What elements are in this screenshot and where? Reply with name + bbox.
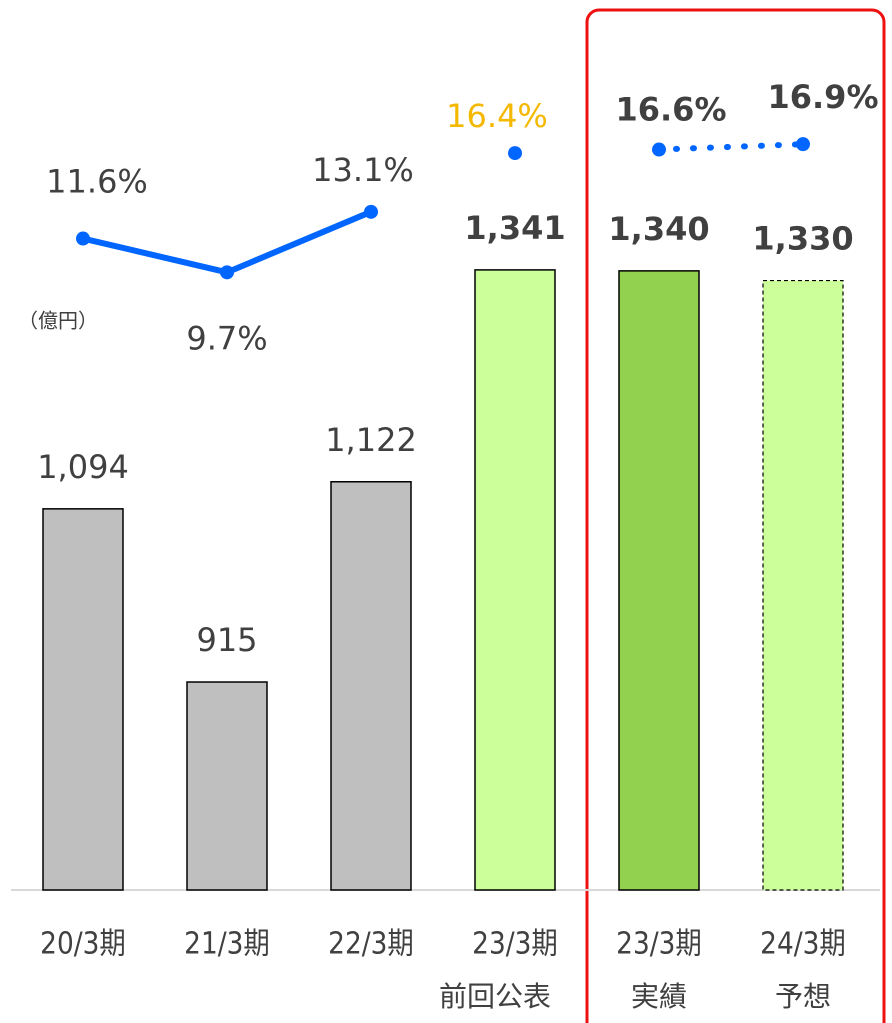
- highlight-box: [585, 8, 886, 1023]
- bar-value-label: 915: [196, 621, 257, 659]
- x-tick-label: 23/3期: [472, 926, 558, 961]
- line-value-label: 16.9%: [767, 78, 878, 116]
- x-tick-sublabel: 予想: [775, 980, 831, 1013]
- x-tick-sublabel: 実績: [631, 980, 687, 1013]
- line-value-label: 13.1%: [312, 151, 414, 189]
- line-value-label: 11.6%: [46, 163, 148, 201]
- x-tick-label: 21/3期: [184, 926, 270, 961]
- bar: [42, 508, 124, 891]
- line-value-label: 16.6%: [615, 91, 726, 129]
- bar: [474, 269, 556, 891]
- bar: [762, 279, 844, 891]
- line-point: [220, 265, 234, 280]
- bar-value-label: 1,094: [37, 448, 129, 486]
- bar: [330, 481, 412, 891]
- unit-label: （億円）: [18, 309, 98, 333]
- x-tick-label: 24/3期: [760, 926, 846, 961]
- bar: [618, 270, 700, 891]
- bar-value-label: 1,340: [608, 210, 709, 248]
- line-point: [796, 137, 810, 152]
- x-tick-sublabel: 前回公表: [439, 980, 551, 1013]
- line: [656, 141, 806, 153]
- bar: [186, 681, 268, 891]
- line-point: [508, 146, 522, 161]
- bar-value-label: 1,330: [752, 220, 853, 258]
- line-value-label: 9.7%: [186, 319, 267, 357]
- line-point: [364, 204, 378, 219]
- line-point: [76, 231, 90, 246]
- bar-value-label: 1,122: [325, 421, 417, 459]
- x-tick-label: 22/3期: [328, 926, 414, 961]
- line-value-label: 16.4%: [446, 97, 548, 135]
- line: [82, 209, 373, 276]
- x-tick-label: 23/3期: [616, 926, 702, 961]
- x-tick-label: 20/3期: [40, 926, 126, 961]
- bar-value-label: 1,341: [464, 209, 565, 247]
